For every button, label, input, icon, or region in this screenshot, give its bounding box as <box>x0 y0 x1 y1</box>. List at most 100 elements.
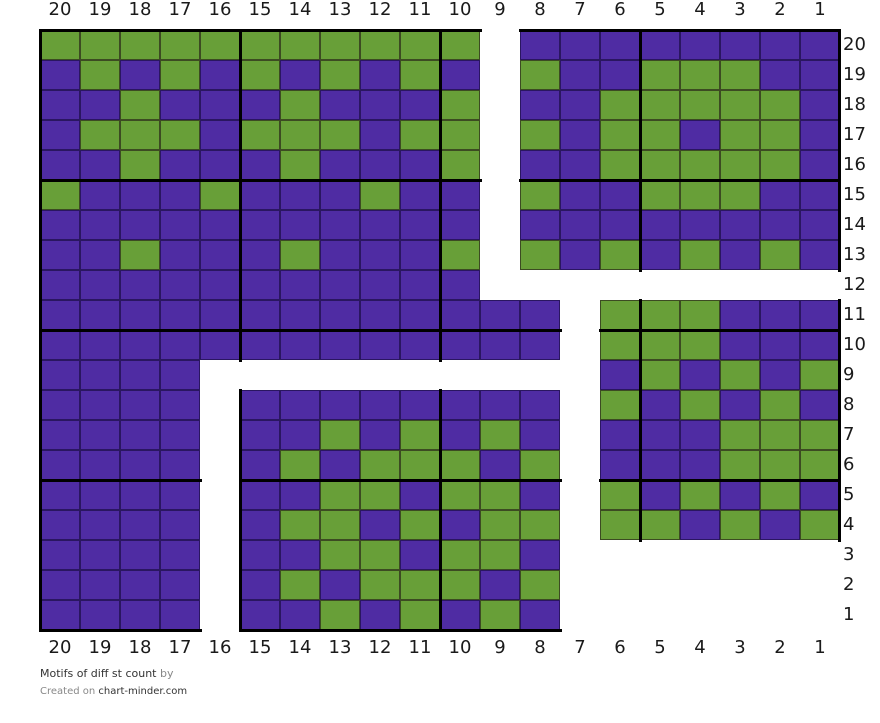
column-label: 3 <box>734 0 746 20</box>
cell-green <box>360 30 400 60</box>
cell-purple <box>400 390 440 420</box>
cell-purple <box>200 210 240 240</box>
cell-green <box>440 480 480 510</box>
cell-purple <box>520 210 560 240</box>
cell-purple <box>240 330 280 360</box>
column-label: 20 <box>48 637 72 658</box>
cell-purple <box>720 330 760 360</box>
cell-purple <box>80 240 120 270</box>
row-label: 13 <box>843 244 866 265</box>
cell-green <box>320 120 360 150</box>
chart-title-line: Motifs of diff st count by <box>40 667 173 680</box>
cell-purple <box>680 210 720 240</box>
cell-green <box>400 60 440 90</box>
column-label: 1 <box>814 0 826 20</box>
cell-purple <box>240 510 280 540</box>
chart-grid <box>39 29 841 632</box>
cell-green <box>680 390 720 420</box>
cell-purple <box>400 90 440 120</box>
cell-purple <box>320 240 360 270</box>
cell-purple <box>480 300 520 330</box>
column-label: 1 <box>814 637 826 658</box>
cell-green <box>440 150 480 180</box>
cell-purple <box>760 60 800 90</box>
cell-purple <box>360 420 400 450</box>
cell-purple <box>80 180 120 210</box>
column-label: 12 <box>368 637 392 658</box>
cell-green <box>360 450 400 480</box>
row-label: 7 <box>843 424 855 445</box>
cell-purple <box>400 480 440 510</box>
cell-green <box>640 180 680 210</box>
cell-purple <box>520 330 560 360</box>
cell-purple <box>560 210 600 240</box>
cell-green <box>520 60 560 90</box>
cell-purple <box>120 450 160 480</box>
cell-green <box>280 240 320 270</box>
cell-purple <box>120 300 160 330</box>
cell-green <box>640 90 680 120</box>
cell-purple <box>80 150 120 180</box>
major-grid-line <box>239 389 242 632</box>
column-label: 5 <box>654 0 666 20</box>
cell-purple <box>120 60 160 90</box>
column-label: 15 <box>248 637 272 658</box>
cell-purple <box>360 60 400 90</box>
cell-purple <box>160 210 200 240</box>
column-label: 3 <box>734 637 746 658</box>
cell-purple <box>120 600 160 630</box>
cell-green <box>400 120 440 150</box>
cell-green <box>280 150 320 180</box>
column-label: 5 <box>654 637 666 658</box>
cell-purple <box>120 540 160 570</box>
cell-purple <box>240 570 280 600</box>
cell-purple <box>160 600 200 630</box>
row-label: 20 <box>843 34 866 55</box>
cell-green <box>720 150 760 180</box>
cell-purple <box>320 90 360 120</box>
column-label: 9 <box>494 0 506 20</box>
cell-green <box>640 510 680 540</box>
cell-purple <box>320 450 360 480</box>
row-label: 11 <box>843 304 866 325</box>
column-label: 6 <box>614 0 626 20</box>
site-link[interactable]: chart-minder.com <box>98 686 188 697</box>
cell-purple <box>280 390 320 420</box>
cell-purple <box>280 600 320 630</box>
cell-purple <box>40 90 80 120</box>
cell-purple <box>320 390 360 420</box>
cell-purple <box>80 600 120 630</box>
major-grid-line <box>239 629 562 632</box>
cell-green <box>440 120 480 150</box>
cell-purple <box>80 360 120 390</box>
cell-purple <box>280 180 320 210</box>
cell-green <box>600 300 640 330</box>
cell-purple <box>280 60 320 90</box>
cell-purple <box>320 210 360 240</box>
cell-green <box>760 390 800 420</box>
column-label: 8 <box>534 637 546 658</box>
cell-green <box>640 300 680 330</box>
cell-green <box>80 120 120 150</box>
cell-purple <box>680 120 720 150</box>
major-grid-line <box>39 329 562 332</box>
cell-purple <box>480 570 520 600</box>
cell-purple <box>240 150 280 180</box>
cell-purple <box>320 150 360 180</box>
cell-purple <box>200 240 240 270</box>
cell-green <box>400 510 440 540</box>
cell-green <box>440 540 480 570</box>
row-label: 16 <box>843 154 866 175</box>
cell-green <box>680 480 720 510</box>
by-label: by <box>159 667 174 680</box>
cell-purple <box>120 420 160 450</box>
cell-purple <box>600 420 640 450</box>
cell-purple <box>280 540 320 570</box>
cell-purple <box>240 270 280 300</box>
cell-green <box>760 240 800 270</box>
cell-purple <box>640 390 680 420</box>
cell-purple <box>600 30 640 60</box>
cell-green <box>440 90 480 120</box>
cell-purple <box>680 30 720 60</box>
cell-purple <box>800 60 840 90</box>
